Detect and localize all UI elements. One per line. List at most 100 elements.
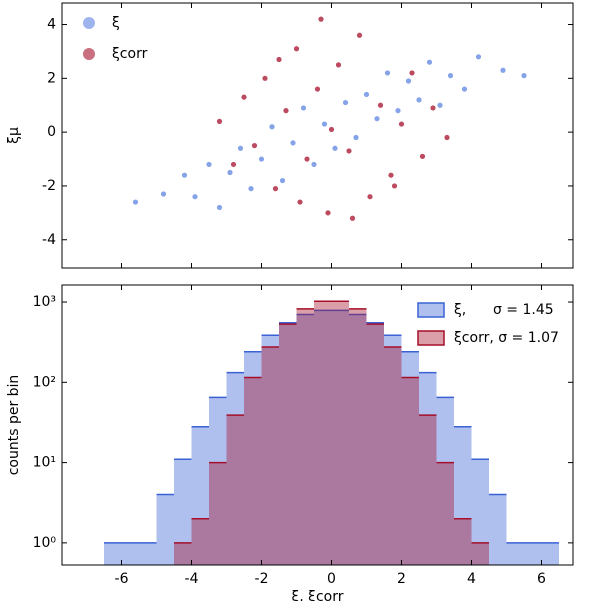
histogram-bar <box>244 377 262 565</box>
scatter-point <box>405 78 412 84</box>
histogram-bar <box>174 459 192 565</box>
histogram-bar <box>401 351 419 565</box>
scatter-point <box>363 91 370 98</box>
histogram-bar <box>524 542 542 565</box>
scatter-point <box>349 215 356 221</box>
scatter-point <box>395 108 401 114</box>
histogram-bar <box>244 351 262 565</box>
histogram-bar <box>506 542 524 565</box>
axes-frame <box>61 2 574 269</box>
y-tick-label: 10¹ <box>33 455 56 471</box>
scatter-point <box>346 148 352 154</box>
marks <box>132 16 527 221</box>
y-tick-label: 4 <box>47 17 56 33</box>
scatter-point <box>251 142 258 149</box>
histogram-bar <box>261 335 279 565</box>
x-tick-label: -6 <box>115 571 129 587</box>
y-axis-label: counts per bin <box>6 375 22 476</box>
scatter-point <box>258 156 265 162</box>
scatter-point <box>321 121 328 127</box>
histogram-bar <box>209 397 227 565</box>
histogram-bar <box>419 372 437 565</box>
scatter-point <box>325 210 331 216</box>
x-tick-label: 4 <box>467 571 476 587</box>
legend-marker <box>417 302 445 318</box>
legend-marker <box>417 330 445 346</box>
histogram-bar <box>436 462 454 565</box>
x-tick-label: 6 <box>537 571 546 587</box>
histogram-bar <box>454 426 472 565</box>
scatter-point <box>447 73 454 79</box>
scatter-point <box>262 75 268 81</box>
scatter-point <box>269 124 275 130</box>
scatter-point <box>332 145 338 151</box>
scatter-point <box>293 46 300 52</box>
scatter-point <box>342 99 349 106</box>
scatter-point <box>304 156 310 162</box>
histogram-bar <box>366 322 384 565</box>
marks <box>104 300 559 565</box>
scatter-point <box>437 102 443 108</box>
histogram-bar <box>471 542 489 565</box>
scatter-point <box>272 186 279 192</box>
histogram-bar <box>174 542 192 565</box>
y-tick-label: 0 <box>47 124 56 140</box>
scatter-point <box>283 108 289 114</box>
scatter-point <box>248 186 254 192</box>
scatter-point <box>132 199 139 205</box>
axes-frame <box>61 284 574 566</box>
histogram-bar <box>314 310 332 565</box>
histogram-bar <box>191 518 209 565</box>
scatter-point <box>426 59 433 65</box>
scatter-point <box>311 161 317 168</box>
histogram-bar <box>454 518 472 565</box>
x-tick-label: 0 <box>327 571 336 587</box>
legend-marker <box>83 48 95 60</box>
histogram-bar <box>331 310 349 565</box>
scatter-point <box>237 145 244 151</box>
scatter-point <box>297 199 303 205</box>
scatter-point <box>290 140 296 146</box>
scatter-point <box>500 67 506 73</box>
scatter-point <box>461 86 468 92</box>
scatter-point <box>416 97 422 103</box>
scatter-point <box>419 153 426 159</box>
scatter-point <box>391 183 398 189</box>
scatter-point <box>279 177 286 184</box>
histogram-bar <box>541 542 559 565</box>
histogram-bar <box>279 322 297 565</box>
histogram-bar <box>279 324 297 565</box>
histogram-bar <box>104 542 122 565</box>
histogram-bar <box>471 459 489 565</box>
histogram-bar <box>156 494 174 565</box>
scatter-point <box>374 116 380 122</box>
y-axis-label: ξμ <box>6 127 22 144</box>
legend-label: ξ, σ = 1.45 <box>454 302 554 318</box>
scatter-point <box>216 118 223 124</box>
scatter-point <box>181 172 188 178</box>
histogram-bar <box>209 462 227 565</box>
histogram-bar <box>296 308 314 565</box>
scatter-point <box>318 16 324 22</box>
scatter-point <box>160 191 167 197</box>
scatter-point <box>241 94 247 100</box>
scatter-point <box>353 134 359 141</box>
y-tick-label: 10² <box>33 374 56 390</box>
histogram-bar <box>139 542 157 565</box>
scatter-point <box>276 56 282 63</box>
scatter-point <box>314 86 321 92</box>
histogram-bar <box>489 494 507 565</box>
histogram-bar <box>349 308 367 565</box>
scatter-point <box>521 73 527 79</box>
histogram-bar <box>226 415 244 565</box>
histogram-bar <box>261 347 279 565</box>
scatter-point <box>409 70 415 76</box>
histogram-bar <box>419 415 437 565</box>
x-tick-label: 2 <box>397 571 406 587</box>
scatter-point <box>335 62 342 68</box>
x-axis-label: ξ, ξcorr <box>291 589 343 601</box>
y-tick-label: -4 <box>42 232 56 248</box>
histogram-bar <box>191 426 209 565</box>
legend-label: ξcorr <box>112 46 148 62</box>
scatter-point <box>377 102 384 108</box>
